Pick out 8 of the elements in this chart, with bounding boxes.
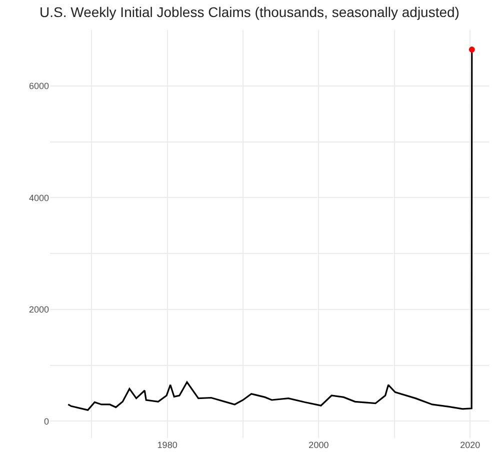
chart-title: U.S. Weekly Initial Jobless Claims (thousands, seasonally adjusted): [40, 4, 460, 20]
y-tick-label: 4000: [28, 192, 49, 203]
x-tick-label: 2000: [308, 440, 329, 450]
x-tick-label: 1980: [157, 440, 178, 450]
y-tick-label: 6000: [28, 81, 49, 92]
y-tick-label: 2000: [28, 304, 49, 315]
x-tick-label: 2020: [460, 440, 480, 450]
y-tick-label: 0: [44, 416, 49, 426]
